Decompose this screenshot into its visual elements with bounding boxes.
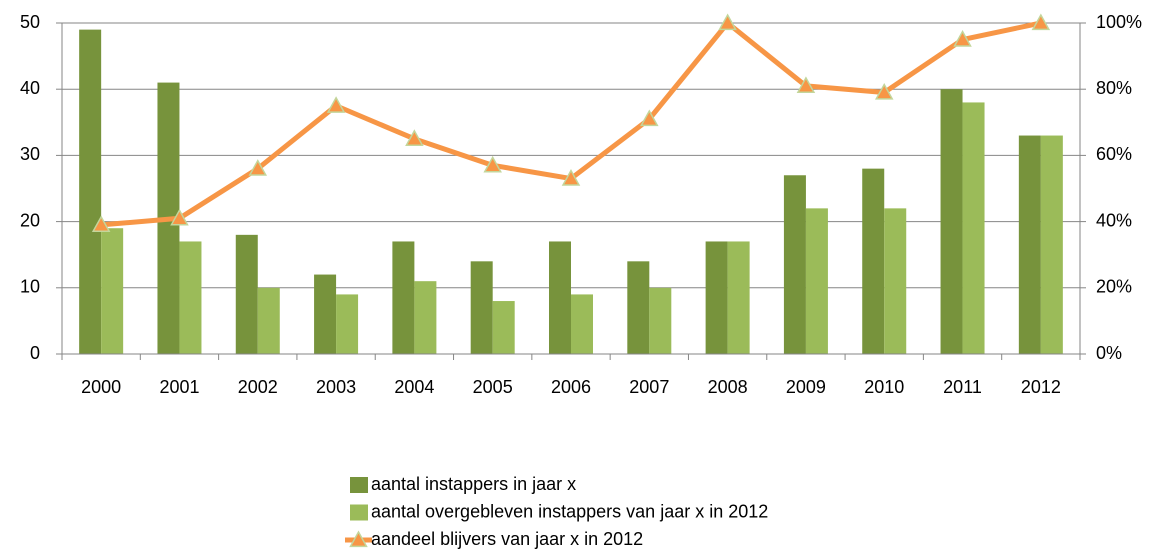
line-marker xyxy=(91,215,111,233)
x-tick-label: 2002 xyxy=(238,377,278,397)
line-marker xyxy=(248,159,268,176)
bar xyxy=(257,287,280,354)
bar xyxy=(649,287,672,354)
bar xyxy=(1018,135,1041,354)
bar xyxy=(1040,135,1063,354)
bar xyxy=(884,208,907,354)
bar xyxy=(235,234,258,354)
x-tick-label: 2004 xyxy=(394,377,434,397)
x-tick-label: 2011 xyxy=(943,377,982,397)
bar xyxy=(727,241,750,354)
bar xyxy=(571,294,593,354)
y-tick-label: 40 xyxy=(20,78,40,98)
legend-swatch xyxy=(349,530,368,548)
x-tick-label: 2009 xyxy=(786,377,826,397)
bar xyxy=(549,241,571,354)
bar xyxy=(862,168,885,354)
bar xyxy=(179,241,202,354)
bar xyxy=(392,241,415,354)
y-tick-label: 10 xyxy=(20,277,40,297)
x-tick-label: 2005 xyxy=(473,377,513,397)
bar xyxy=(336,294,359,354)
line xyxy=(100,20,1042,228)
x-tick-label: 2003 xyxy=(316,377,356,397)
legend-label: aantal overgebleven instappers van jaar … xyxy=(371,501,768,521)
bar xyxy=(79,29,102,355)
line-marker xyxy=(170,208,189,226)
line-marker xyxy=(483,155,502,173)
y2-tick-label: 100% xyxy=(1096,12,1142,32)
bar xyxy=(783,175,806,354)
line-marker xyxy=(874,82,894,100)
x-tick-label: 2000 xyxy=(81,377,121,397)
bar xyxy=(627,261,650,354)
y2-tick-label: 20% xyxy=(1096,277,1132,297)
bar xyxy=(470,261,493,354)
bar xyxy=(962,102,985,354)
legend-swatch xyxy=(350,504,368,521)
y2-tick-label: 0% xyxy=(1096,343,1122,363)
y-tick-label: 30 xyxy=(20,144,40,164)
y-tick-label: 20 xyxy=(20,210,40,230)
bar xyxy=(705,241,728,354)
y-tick-label: 50 xyxy=(20,12,40,32)
bar xyxy=(314,274,337,354)
x-tick-label: 2012 xyxy=(1021,377,1061,397)
legend-swatch xyxy=(350,477,368,493)
line-marker xyxy=(405,129,424,146)
x-tick-label: 2008 xyxy=(708,377,748,397)
legend-label: aandeel blijvers van jaar x in 2012 xyxy=(371,529,643,549)
line-marker xyxy=(326,96,346,113)
bar xyxy=(414,281,437,354)
line-marker xyxy=(718,13,737,31)
y2-tick-label: 60% xyxy=(1096,144,1132,164)
line-marker xyxy=(1031,13,1051,31)
y-tick-label: 0 xyxy=(30,343,40,363)
x-tick-label: 2010 xyxy=(864,377,904,397)
x-tick-label: 2007 xyxy=(629,377,669,397)
x-tick-label: 2006 xyxy=(551,377,591,397)
x-tick-label: 2001 xyxy=(159,377,199,397)
line-marker xyxy=(953,30,972,47)
line-marker xyxy=(796,76,816,94)
bar xyxy=(805,208,828,354)
bar xyxy=(492,301,515,354)
bar xyxy=(940,89,963,354)
legend-label: aantal instappers in jaar x xyxy=(371,474,576,494)
line-marker xyxy=(561,169,581,186)
y2-tick-label: 40% xyxy=(1096,210,1132,230)
y2-tick-label: 80% xyxy=(1096,78,1132,98)
bar xyxy=(101,228,124,354)
line-marker xyxy=(640,109,659,127)
